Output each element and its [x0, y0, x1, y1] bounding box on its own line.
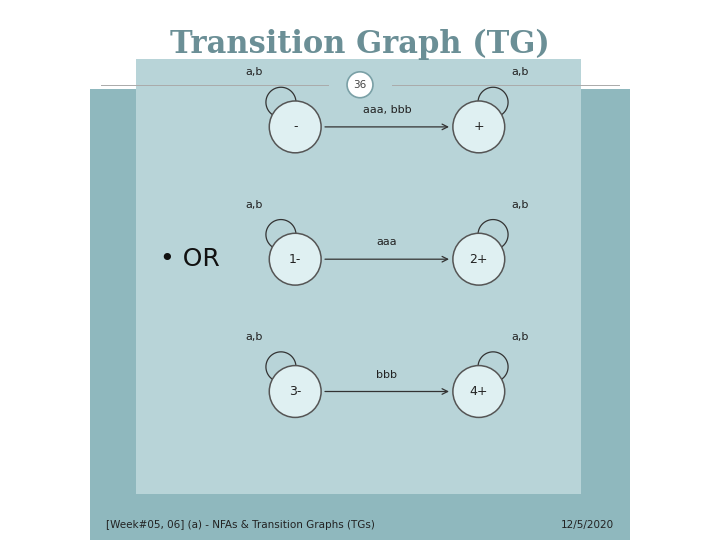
Bar	[136, 59, 582, 494]
Text: a,b: a,b	[245, 332, 262, 342]
Text: aaa: aaa	[377, 237, 397, 247]
Text: a,b: a,b	[512, 332, 529, 342]
Text: 12/5/2020: 12/5/2020	[561, 520, 613, 530]
Text: 3-: 3-	[289, 385, 302, 398]
Text: bbb: bbb	[377, 369, 397, 380]
Text: a,b: a,b	[245, 68, 262, 77]
Circle shape	[269, 233, 321, 285]
Text: 36: 36	[354, 80, 366, 90]
Text: 1-: 1-	[289, 253, 302, 266]
Circle shape	[347, 72, 373, 98]
Text: aaa, bbb: aaa, bbb	[363, 105, 411, 115]
Bar	[90, 89, 630, 510]
Text: Transition Graph (TG): Transition Graph (TG)	[170, 29, 550, 60]
Circle shape	[269, 366, 321, 417]
Circle shape	[453, 366, 505, 417]
Text: a,b: a,b	[245, 200, 262, 210]
Text: +: +	[474, 120, 484, 133]
Text: • OR: • OR	[160, 247, 220, 271]
Text: 2+: 2+	[469, 253, 488, 266]
Text: a,b: a,b	[512, 68, 529, 77]
Bar	[90, 510, 630, 540]
Circle shape	[453, 101, 505, 153]
Text: 4+: 4+	[469, 385, 488, 398]
Text: a,b: a,b	[512, 200, 529, 210]
Text: [Week#05, 06] (a) - NFAs & Transition Graphs (TGs): [Week#05, 06] (a) - NFAs & Transition Gr…	[107, 520, 375, 530]
Text: -: -	[293, 120, 297, 133]
Circle shape	[269, 101, 321, 153]
Circle shape	[453, 233, 505, 285]
Bar	[90, 0, 630, 89]
